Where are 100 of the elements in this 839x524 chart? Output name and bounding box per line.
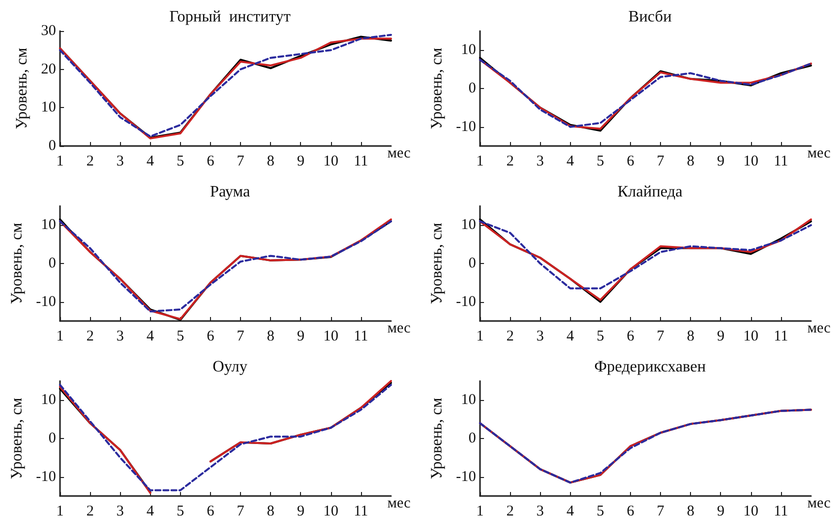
x-axis-title: мес xyxy=(387,146,411,162)
x-axis-title: мес xyxy=(807,146,831,162)
y-tick-label: -10 xyxy=(36,294,56,310)
y-axis-title: Уровень, см xyxy=(14,48,30,130)
y-tick-label: 20 xyxy=(41,61,56,78)
chart-title: Оулу xyxy=(212,358,248,376)
y-tick-label: -10 xyxy=(456,294,476,310)
y-tick-label: 0 xyxy=(48,256,56,272)
x-tick-label: 9 xyxy=(716,504,724,520)
y-tick-label: 10 xyxy=(461,217,476,234)
y-tick-label: 0 xyxy=(48,138,56,154)
x-tick-label: 11 xyxy=(354,328,368,344)
x-tick-label: 10 xyxy=(743,328,758,344)
chart-title: Фредериксхавен xyxy=(594,358,706,376)
y-tick-label: 10 xyxy=(41,100,56,116)
y-tick-label: 30 xyxy=(41,23,56,39)
y-tick-label: 10 xyxy=(41,217,56,234)
x-tick-label: 9 xyxy=(296,154,304,170)
y-axis-title: Уровень, см xyxy=(428,398,446,480)
x-tick-label: 10 xyxy=(743,504,758,520)
x-tick-label: 10 xyxy=(743,154,758,170)
x-tick-label: 7 xyxy=(236,504,245,520)
x-tick-label: 4 xyxy=(566,154,575,170)
x-tick-label: 11 xyxy=(354,154,368,170)
y-tick-label: 10 xyxy=(41,392,56,408)
x-tick-label: 7 xyxy=(236,154,245,170)
x-tick-label: 3 xyxy=(536,504,544,520)
x-tick-label: 10 xyxy=(323,328,338,344)
x-axis-title: мес xyxy=(387,496,411,512)
x-tick-label: 7 xyxy=(656,504,665,520)
x-tick-label: 1 xyxy=(56,154,64,170)
x-tick-label: 4 xyxy=(146,154,155,170)
x-tick-label: 11 xyxy=(774,328,788,344)
x-tick-label: 6 xyxy=(206,504,215,520)
x-tick-label: 2 xyxy=(86,328,94,344)
x-tick-label: 11 xyxy=(774,154,788,170)
y-tick-label: 0 xyxy=(48,430,56,446)
x-tick-label: 8 xyxy=(686,504,694,520)
x-tick-label: 1 xyxy=(56,328,64,344)
x-tick-label: 11 xyxy=(354,504,368,520)
x-tick-label: 10 xyxy=(323,504,338,520)
x-tick-label: 8 xyxy=(686,328,694,344)
x-tick-label: 1 xyxy=(476,504,484,520)
x-tick-label: 3 xyxy=(116,504,124,520)
x-tick-label: 3 xyxy=(536,328,544,344)
x-tick-label: 5 xyxy=(596,328,604,344)
x-tick-label: 6 xyxy=(206,328,215,344)
x-tick-label: 4 xyxy=(566,328,575,344)
x-tick-label: 4 xyxy=(146,504,155,520)
chart-title: Клайпеда xyxy=(617,184,683,200)
x-tick-label: 9 xyxy=(296,328,304,344)
x-tick-label: 5 xyxy=(176,328,184,344)
x-tick-label: 8 xyxy=(266,154,274,170)
y-axis-title: Уровень, см xyxy=(8,222,26,304)
y-tick-label: 10 xyxy=(461,392,476,408)
x-tick-label: 8 xyxy=(266,504,274,520)
y-tick-label: 0 xyxy=(468,256,476,272)
x-tick-label: 2 xyxy=(506,328,514,344)
x-tick-label: 2 xyxy=(506,154,514,170)
x-tick-label: 6 xyxy=(206,154,215,170)
x-tick-label: 5 xyxy=(176,504,184,520)
y-axis-title: Уровень, см xyxy=(428,222,446,304)
x-tick-label: 4 xyxy=(146,328,155,344)
y-tick-label: 10 xyxy=(461,42,476,58)
x-tick-label: 5 xyxy=(596,504,604,520)
x-tick-label: 4 xyxy=(566,504,575,520)
x-tick-label: 8 xyxy=(266,328,274,344)
x-tick-label: 9 xyxy=(296,504,304,520)
y-tick-label: 0 xyxy=(468,80,476,96)
x-tick-label: 11 xyxy=(774,504,788,520)
y-axis-title: Уровень, см xyxy=(428,48,446,130)
chart-title: Раума xyxy=(210,184,250,200)
x-tick-label: 6 xyxy=(626,504,635,520)
y-tick-label: -10 xyxy=(456,118,476,135)
y-tick-label: -10 xyxy=(36,468,56,485)
y-axis-title: Уровень, см xyxy=(8,398,26,480)
x-tick-label: 5 xyxy=(176,154,184,170)
y-tick-label: -10 xyxy=(456,468,476,485)
x-axis-title: мес xyxy=(387,320,411,336)
x-tick-label: 3 xyxy=(116,328,124,344)
x-tick-label: 6 xyxy=(626,154,635,170)
x-tick-label: 2 xyxy=(86,154,94,170)
x-tick-label: 3 xyxy=(116,154,124,170)
y-tick-label: 0 xyxy=(468,430,476,446)
x-tick-label: 2 xyxy=(86,504,94,520)
x-axis-title: мес xyxy=(807,320,831,336)
x-tick-label: 5 xyxy=(596,154,604,170)
x-axis-title: мес xyxy=(807,496,831,512)
x-tick-label: 7 xyxy=(656,154,665,170)
x-tick-label: 7 xyxy=(656,328,665,344)
x-tick-label: 1 xyxy=(476,328,484,344)
x-tick-label: 2 xyxy=(506,504,514,520)
chart-title: Висби xyxy=(628,8,672,26)
x-tick-label: 7 xyxy=(236,328,245,344)
x-tick-label: 1 xyxy=(476,154,484,170)
x-tick-label: 1 xyxy=(56,504,64,520)
chart-title: Горный институт xyxy=(169,8,291,26)
x-tick-label: 8 xyxy=(686,154,694,170)
x-tick-label: 9 xyxy=(716,328,724,344)
x-tick-label: 6 xyxy=(626,328,635,344)
